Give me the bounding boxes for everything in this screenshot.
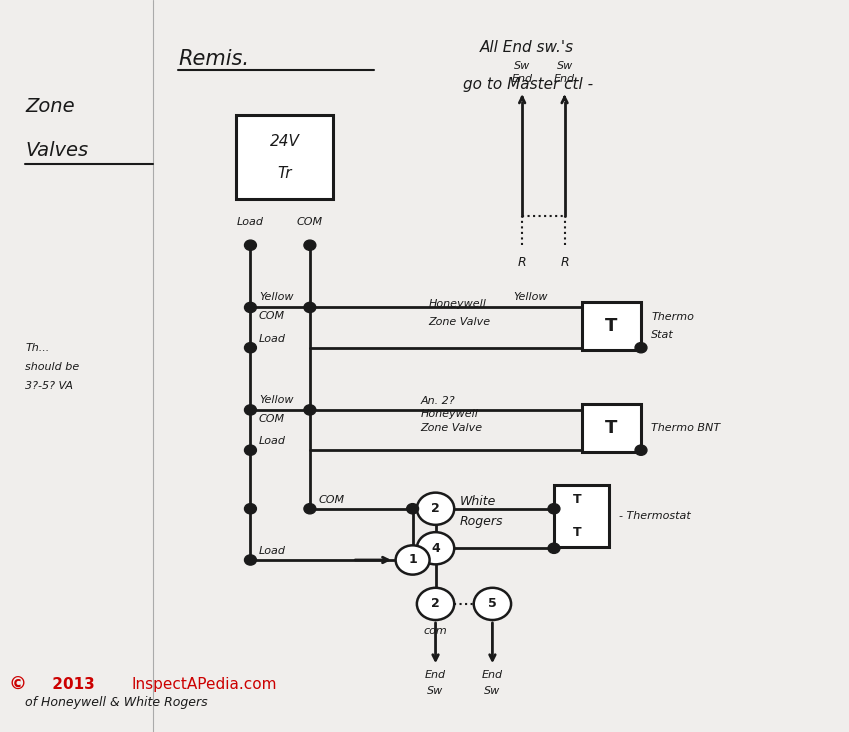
Circle shape: [245, 343, 256, 353]
Text: Zone Valve: Zone Valve: [429, 317, 491, 327]
Text: - Thermostat: - Thermostat: [619, 511, 691, 521]
Text: of Honeywell & White Rogers: of Honeywell & White Rogers: [25, 696, 208, 709]
Text: 5: 5: [488, 597, 497, 610]
Text: Thermo: Thermo: [651, 312, 694, 322]
Text: Load: Load: [259, 334, 286, 344]
Circle shape: [245, 405, 256, 415]
Text: Honeywell: Honeywell: [420, 409, 478, 419]
Circle shape: [635, 445, 647, 455]
Text: T: T: [605, 419, 617, 437]
Text: End: End: [425, 670, 446, 680]
Text: should be: should be: [25, 362, 80, 373]
Text: go to Master ctl -: go to Master ctl -: [463, 77, 593, 92]
Text: 2: 2: [431, 597, 440, 610]
Text: com: com: [424, 626, 447, 636]
Text: 3?-5? VA: 3?-5? VA: [25, 381, 74, 392]
Text: Load: Load: [259, 436, 286, 447]
Circle shape: [548, 504, 560, 514]
Text: COM: COM: [297, 217, 323, 227]
Bar: [582, 405, 641, 452]
Text: Zone: Zone: [25, 97, 75, 116]
Text: COM: COM: [259, 311, 285, 321]
Circle shape: [304, 504, 316, 514]
Circle shape: [245, 555, 256, 565]
Text: Yellow: Yellow: [259, 292, 294, 302]
Bar: [554, 485, 610, 548]
Text: R: R: [560, 256, 569, 269]
Circle shape: [417, 493, 454, 525]
Circle shape: [417, 532, 454, 564]
Text: Remis.: Remis.: [178, 48, 250, 69]
Text: Zone Valve: Zone Valve: [420, 423, 482, 433]
Text: White: White: [459, 495, 496, 508]
Text: Sw: Sw: [427, 686, 444, 696]
Text: Tr: Tr: [277, 166, 292, 181]
Text: 24V: 24V: [269, 134, 300, 149]
Text: Sw: Sw: [556, 61, 573, 71]
Text: Yellow: Yellow: [259, 395, 294, 405]
Circle shape: [304, 240, 316, 250]
Text: Yellow: Yellow: [514, 292, 548, 302]
Circle shape: [635, 343, 647, 353]
Text: R: R: [518, 256, 526, 269]
Circle shape: [304, 302, 316, 313]
Circle shape: [396, 545, 430, 575]
Text: End: End: [512, 74, 532, 84]
Text: Valves: Valves: [25, 141, 88, 160]
Text: Thermo BNT: Thermo BNT: [651, 423, 720, 433]
Text: COM: COM: [318, 495, 345, 505]
Text: Honeywell: Honeywell: [429, 299, 486, 309]
Circle shape: [474, 588, 511, 620]
Text: InspectAPedia.com: InspectAPedia.com: [132, 677, 277, 692]
Text: Rogers: Rogers: [459, 515, 503, 529]
Text: Sw: Sw: [484, 686, 501, 696]
Text: An. 2?: An. 2?: [420, 396, 455, 406]
Text: 2: 2: [431, 502, 440, 515]
Text: 4: 4: [431, 542, 440, 555]
Text: End: End: [554, 74, 575, 84]
Text: COM: COM: [259, 414, 285, 424]
Circle shape: [407, 504, 419, 514]
Text: ©: ©: [8, 676, 26, 693]
Text: Sw: Sw: [514, 61, 531, 71]
Circle shape: [245, 302, 256, 313]
Text: 2013: 2013: [47, 677, 99, 692]
Text: Th...: Th...: [25, 343, 50, 353]
Bar: [236, 116, 333, 200]
Bar: [582, 302, 641, 349]
Text: End: End: [482, 670, 503, 680]
Circle shape: [417, 588, 454, 620]
Text: All End sw.'s: All End sw.'s: [480, 40, 574, 55]
Text: Load: Load: [259, 546, 286, 556]
Text: 1: 1: [408, 553, 417, 567]
Text: T: T: [573, 493, 582, 507]
Circle shape: [548, 543, 560, 553]
Text: Load: Load: [237, 217, 264, 227]
Text: T: T: [605, 317, 617, 335]
Circle shape: [245, 240, 256, 250]
Text: Stat: Stat: [651, 329, 674, 340]
Circle shape: [245, 445, 256, 455]
Circle shape: [304, 405, 316, 415]
Text: T: T: [573, 526, 582, 539]
Circle shape: [245, 504, 256, 514]
